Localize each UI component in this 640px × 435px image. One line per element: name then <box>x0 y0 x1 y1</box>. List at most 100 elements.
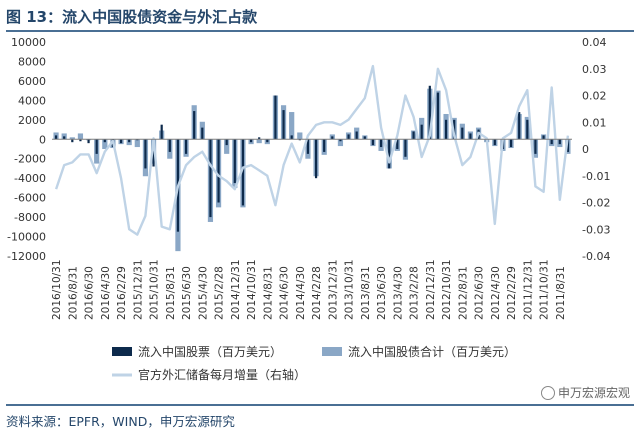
x-tick-label: 2013/4/30 <box>392 266 404 320</box>
bar-equity-48 <box>444 119 448 140</box>
source-bar: 资料来源：EPFR，WIND，申万宏源研究 申万宏源宏观 <box>6 385 634 432</box>
bar-equity-41 <box>388 139 391 169</box>
y-right-tick-label: 0.01 <box>582 116 607 129</box>
bar-equity-54 <box>493 139 496 146</box>
bar-equity-25 <box>258 137 261 140</box>
x-tick-label: 2016/6/30 <box>84 266 96 320</box>
y-right-tick-label: -0.01 <box>582 170 610 183</box>
bar-total-2 <box>69 137 75 140</box>
bar-equity-36 <box>347 134 350 140</box>
x-tick-label: 2013/2/28 <box>409 266 421 320</box>
x-tick-label: 2012/6/30 <box>474 266 486 320</box>
y-right-tick-label: -0.04 <box>582 250 610 263</box>
bar-equity-62 <box>558 139 561 145</box>
bar-equity-27 <box>274 95 277 140</box>
watermark-text: 申万宏源宏观 <box>557 386 630 400</box>
x-tick-label: 2012/2/29 <box>506 266 518 320</box>
bar-equity-20 <box>217 139 220 203</box>
y-left-tick-label: 2000 <box>18 114 46 127</box>
bar-equity-23 <box>241 139 245 206</box>
y-left-tick-label: -4000 <box>14 172 46 185</box>
bar-total-10 <box>134 139 140 148</box>
bar-equity-0 <box>54 135 58 140</box>
bar-equity-11 <box>144 139 147 169</box>
legend-label-2: 官方外汇储备每月增量（右轴） <box>138 367 306 382</box>
x-tick-label: 2014/6/30 <box>279 266 291 320</box>
y-left-tick-label: -8000 <box>14 211 46 224</box>
bar-equity-16 <box>184 139 188 154</box>
x-tick-label: 2014/4/30 <box>295 266 307 320</box>
bar-equity-35 <box>339 139 342 142</box>
chart-title: 图 13：流入中国股债资金与外汇占款 <box>6 8 258 26</box>
bar-equity-28 <box>282 110 285 140</box>
bar-equity-39 <box>371 139 375 146</box>
y-left-tick-label: 8000 <box>18 55 46 68</box>
bar-equity-57 <box>518 112 521 140</box>
y-right-tick-label: 0.03 <box>582 63 607 76</box>
y-left-tick-label: -10000 <box>7 231 46 244</box>
source-note: 资料来源：EPFR，WIND，申万宏源研究 <box>6 414 235 429</box>
x-tick-label: 2014/8/31 <box>262 266 274 320</box>
bar-equity-44 <box>412 131 415 140</box>
bar-equity-60 <box>542 135 545 140</box>
bar-equity-47 <box>436 92 440 140</box>
x-tick-label: 2011/8/31 <box>555 266 567 320</box>
bar-equity-42 <box>396 139 399 149</box>
chart-title-bar: 图 13：流入中国股债资金与外汇占款 <box>6 6 634 32</box>
x-tick-label: 2012/12/31 <box>425 259 437 320</box>
bar-equity-50 <box>461 127 464 140</box>
y-left-tick-label: 0 <box>39 133 46 146</box>
bar-equity-13 <box>160 124 163 140</box>
bar-equity-29 <box>290 135 293 140</box>
x-tick-label: 2014/2/28 <box>311 266 323 320</box>
bar-equity-26 <box>266 139 269 143</box>
wechat-logo-icon <box>540 385 555 400</box>
x-tick-label: 2016/10/31 <box>51 259 63 320</box>
bar-equity-3 <box>79 139 82 142</box>
x-tick-label: 2016/2/29 <box>116 266 128 320</box>
x-tick-label: 2016/4/30 <box>100 266 112 320</box>
x-tick-label: 2013/10/31 <box>344 259 356 320</box>
y-left-tick-label: -12000 <box>7 250 46 263</box>
x-tick-label: 2015/10/31 <box>149 259 161 320</box>
y-left-tick-label: 10000 <box>11 36 46 49</box>
bar-equity-40 <box>379 139 383 148</box>
bar-equity-58 <box>526 119 529 140</box>
bar-equity-2 <box>71 139 74 143</box>
x-tick-label: 2015/2/28 <box>214 266 226 320</box>
bar-equity-22 <box>233 139 236 184</box>
bar-equity-37 <box>355 131 358 140</box>
x-tick-label: 2011/10/31 <box>539 259 551 320</box>
bar-equity-43 <box>404 139 407 157</box>
x-tick-label: 2015/12/31 <box>132 259 144 320</box>
bar-equity-24 <box>249 139 253 143</box>
x-tick-label: 2016/8/31 <box>67 266 79 320</box>
bar-equity-33 <box>323 139 326 152</box>
y-right-tick-label: 0 <box>582 143 589 156</box>
x-tick-label: 2013/8/31 <box>360 266 372 320</box>
y-right-tick-label: -0.02 <box>582 197 610 210</box>
bar-equity-32 <box>314 139 318 179</box>
bar-equity-38 <box>363 136 366 140</box>
bar-total-25 <box>256 139 262 144</box>
y-left-tick-label: 6000 <box>18 75 46 88</box>
bar-equity-14 <box>168 139 171 152</box>
y-right-tick-label: 0.04 <box>582 36 607 49</box>
bar-equity-1 <box>63 136 66 140</box>
bar-total-21 <box>224 139 230 154</box>
bar-equity-63 <box>566 139 570 152</box>
x-tick-label: 2014/10/31 <box>246 259 258 320</box>
bar-total-3 <box>77 133 84 140</box>
x-tick-label: 2013/6/30 <box>376 266 388 320</box>
x-tick-label: 2015/8/31 <box>165 266 177 320</box>
x-tick-label: 2013/12/31 <box>327 259 339 320</box>
bar-equity-34 <box>331 136 334 140</box>
x-tick-label: 2015/6/30 <box>181 266 193 320</box>
bar-total-29 <box>289 112 295 140</box>
y-left-tick-label: -6000 <box>14 192 46 205</box>
bar-equity-45 <box>420 124 423 140</box>
bar-equity-31 <box>306 139 310 154</box>
fx-reserve-line <box>54 64 570 236</box>
bar-total-35 <box>337 139 344 147</box>
